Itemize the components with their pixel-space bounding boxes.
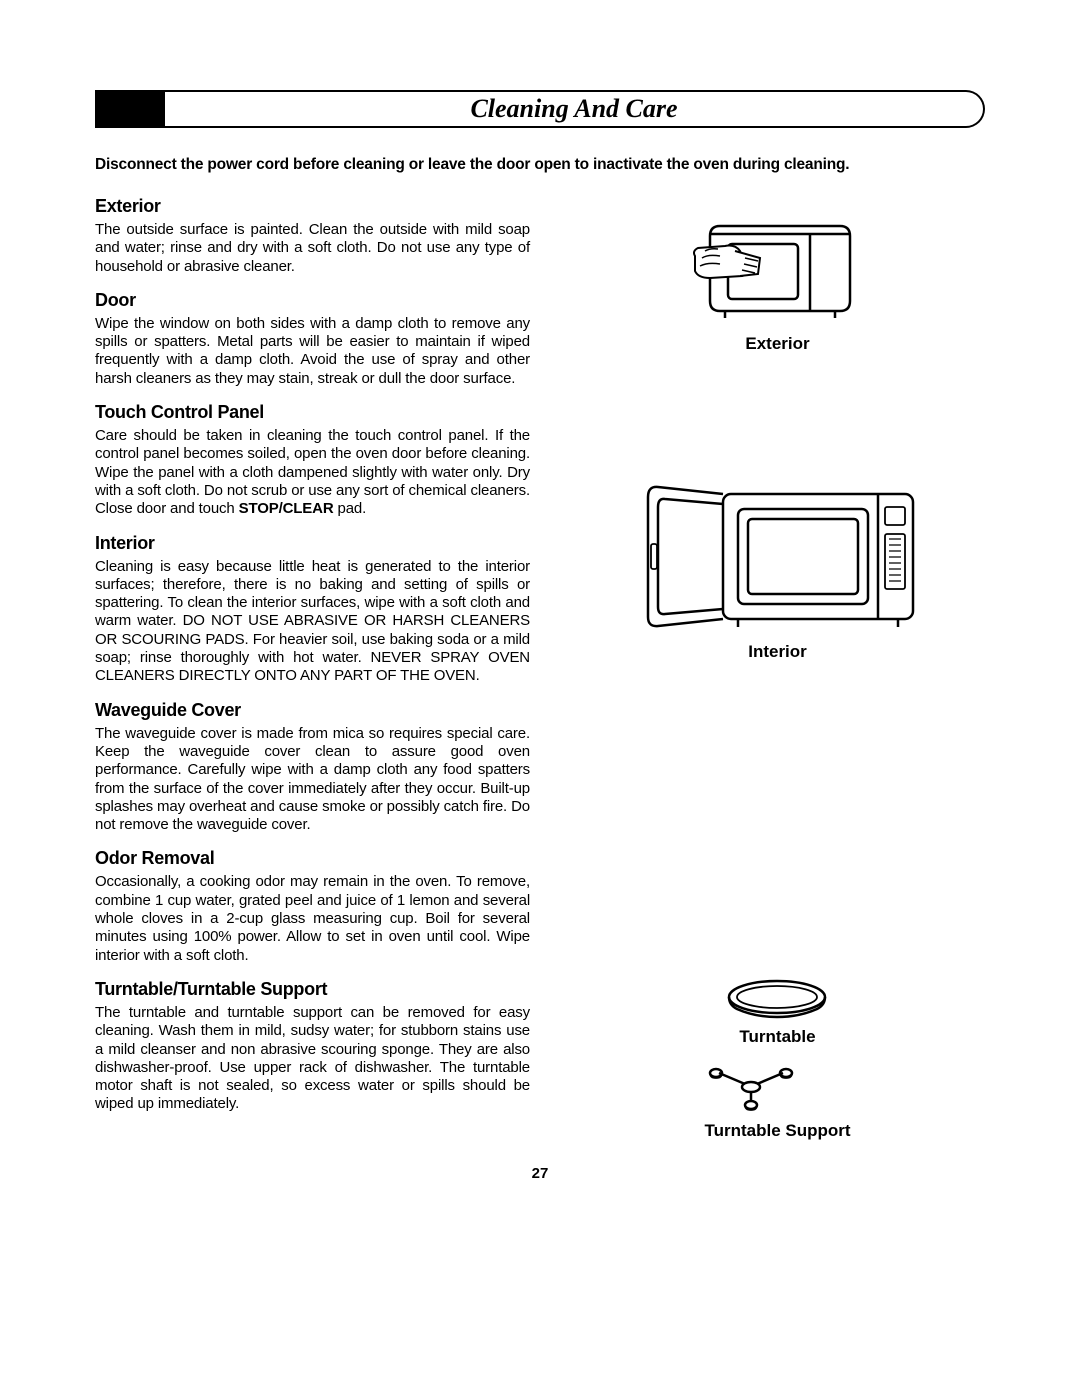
section-body-waveguide: The waveguide cover is made from mica so… [95,725,530,835]
section-head-door: Door [95,290,530,311]
figure-exterior: Exterior [690,196,865,354]
section-body-door: Wipe the window on both sides with a dam… [95,315,530,388]
section-head-touch: Touch Control Panel [95,402,530,423]
warning-text: Disconnect the power cord before cleanin… [95,156,985,174]
section-head-odor: Odor Removal [95,848,530,869]
header-bar: Cleaning And Care [95,90,985,128]
page-title: Cleaning And Care [165,90,985,128]
figure-exterior-caption: Exterior [690,334,865,354]
page-title-text: Cleaning And Care [470,94,677,124]
page-number: 27 [0,1165,1080,1182]
turntable-support-icon [704,1065,799,1113]
figure-column: Exterior [570,196,985,1181]
turntable-icon [725,977,830,1019]
section-body-interior: Cleaning is easy because little heat is … [95,558,530,686]
section-body-odor: Occasionally, a cooking odor may remain … [95,873,530,964]
content-column: Exterior The outside surface is painted.… [95,196,530,1181]
section-head-waveguide: Waveguide Cover [95,700,530,721]
interior-cleaning-icon [633,479,923,634]
section-body-turntable: The turntable and turntable support can … [95,1004,530,1114]
section-body-touch: Care should be taken in cleaning the tou… [95,427,530,518]
touch-body-strong: STOP/CLEAR [239,500,334,517]
figure-turntable: Turntable [725,977,830,1047]
section-head-exterior: Exterior [95,196,530,217]
section-head-interior: Interior [95,533,530,554]
figure-turntable-support: Turntable Support [704,1065,850,1141]
figure-interior: Interior [633,479,923,662]
figure-support-caption: Turntable Support [704,1121,850,1141]
touch-body-post: pad. [334,500,367,517]
header-black-block [95,90,165,128]
exterior-cleaning-icon [690,196,865,326]
section-body-exterior: The outside surface is painted. Clean th… [95,221,530,276]
figure-interior-caption: Interior [633,642,923,662]
section-head-turntable: Turntable/Turntable Support [95,979,530,1000]
figure-turntable-caption: Turntable [725,1027,830,1047]
